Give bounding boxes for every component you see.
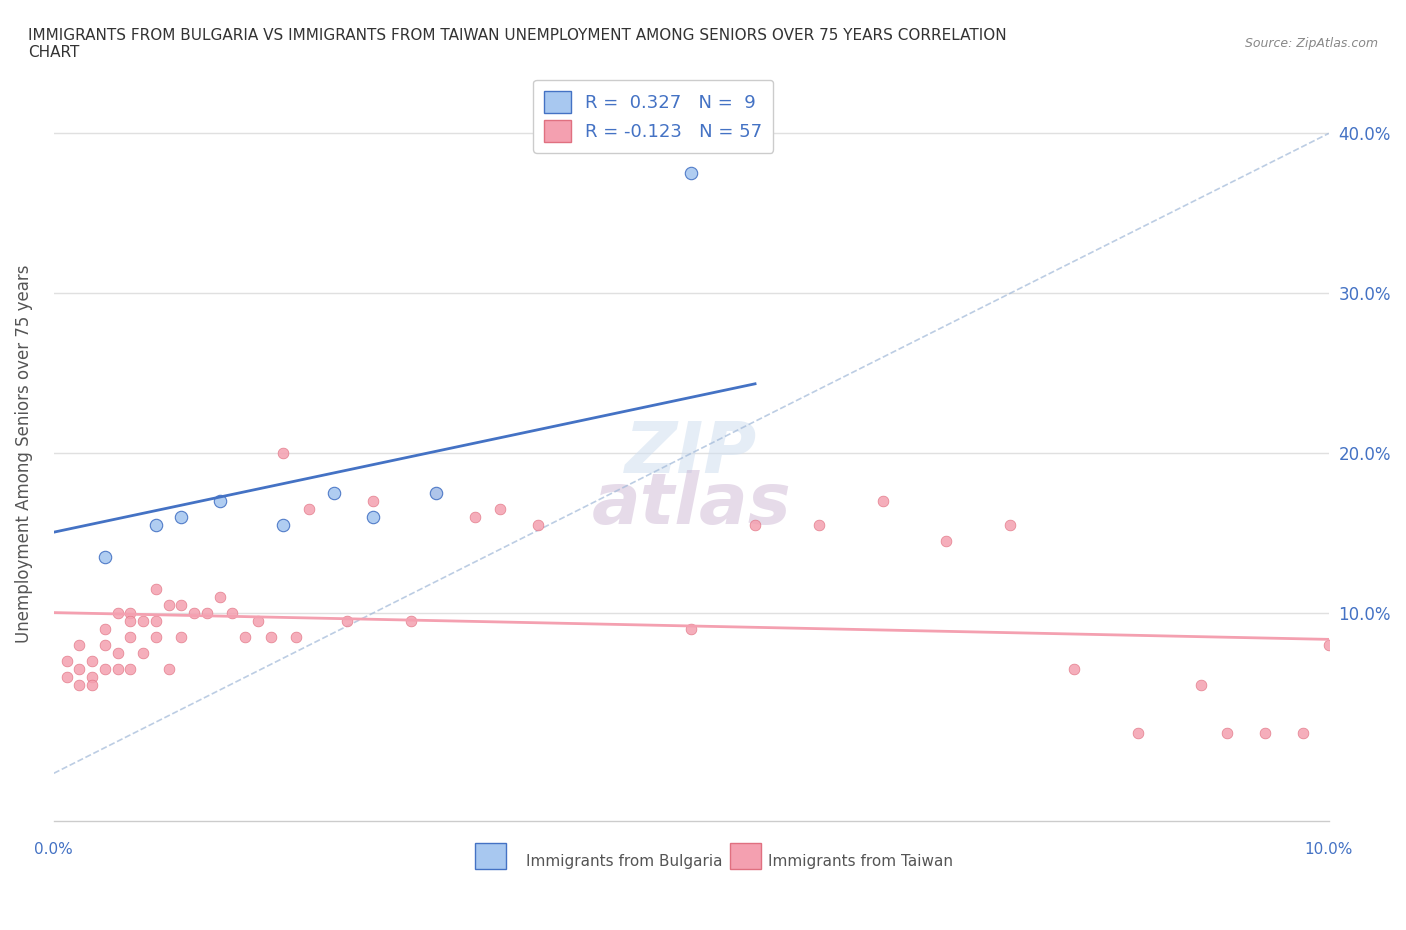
- Point: [336, 614, 359, 629]
- Point: [208, 494, 231, 509]
- Point: [170, 598, 193, 613]
- Point: [80, 678, 103, 693]
- Point: [273, 445, 295, 460]
- FancyBboxPatch shape: [475, 844, 506, 870]
- Point: [145, 614, 167, 629]
- Point: [1317, 638, 1340, 653]
- Point: [132, 614, 155, 629]
- Point: [157, 598, 180, 613]
- Point: [120, 614, 142, 629]
- Point: [183, 605, 205, 620]
- Point: [80, 670, 103, 684]
- Point: [170, 630, 193, 644]
- Point: [1292, 725, 1315, 740]
- Point: [221, 605, 243, 620]
- Point: [681, 166, 703, 180]
- Point: [80, 654, 103, 669]
- Point: [361, 510, 384, 525]
- Text: Source: ZipAtlas.com: Source: ZipAtlas.com: [1244, 37, 1378, 50]
- Point: [259, 630, 281, 644]
- Point: [170, 510, 193, 525]
- Point: [67, 662, 90, 677]
- Point: [744, 518, 766, 533]
- Text: 0.0%: 0.0%: [35, 843, 73, 857]
- Point: [807, 518, 830, 533]
- Text: 10.0%: 10.0%: [1305, 843, 1353, 857]
- Point: [55, 670, 77, 684]
- Point: [399, 614, 422, 629]
- Point: [94, 638, 117, 653]
- Y-axis label: Unemployment Among Seniors over 75 years: Unemployment Among Seniors over 75 years: [15, 264, 32, 643]
- Point: [1254, 725, 1277, 740]
- Point: [323, 485, 346, 500]
- Point: [67, 638, 90, 653]
- Point: [120, 662, 142, 677]
- FancyBboxPatch shape: [730, 844, 762, 870]
- Point: [145, 582, 167, 597]
- Point: [107, 662, 129, 677]
- Point: [872, 494, 894, 509]
- Legend: R =  0.327   N =  9, R = -0.123   N = 57: R = 0.327 N = 9, R = -0.123 N = 57: [533, 80, 773, 153]
- Point: [285, 630, 308, 644]
- Point: [107, 645, 129, 660]
- Text: ZIP: ZIP: [626, 418, 758, 488]
- Point: [935, 534, 957, 549]
- Text: IMMIGRANTS FROM BULGARIA VS IMMIGRANTS FROM TAIWAN UNEMPLOYMENT AMONG SENIORS OV: IMMIGRANTS FROM BULGARIA VS IMMIGRANTS F…: [28, 28, 1007, 60]
- Point: [94, 622, 117, 637]
- Point: [1063, 662, 1085, 677]
- Point: [120, 630, 142, 644]
- Point: [157, 662, 180, 677]
- Point: [425, 485, 447, 500]
- Point: [273, 518, 295, 533]
- Point: [145, 630, 167, 644]
- Point: [681, 622, 703, 637]
- Point: [246, 614, 269, 629]
- Point: [233, 630, 256, 644]
- Point: [1126, 725, 1149, 740]
- Point: [1216, 725, 1239, 740]
- Point: [489, 502, 512, 517]
- Point: [107, 605, 129, 620]
- Point: [132, 645, 155, 660]
- Point: [464, 510, 486, 525]
- Point: [55, 654, 77, 669]
- Point: [120, 605, 142, 620]
- Point: [361, 494, 384, 509]
- Point: [195, 605, 218, 620]
- Point: [998, 518, 1021, 533]
- Point: [94, 550, 117, 565]
- Point: [1189, 678, 1212, 693]
- Point: [145, 518, 167, 533]
- Point: [94, 662, 117, 677]
- Text: Immigrants from Taiwan: Immigrants from Taiwan: [768, 855, 953, 870]
- Point: [527, 518, 550, 533]
- Point: [298, 502, 321, 517]
- Point: [67, 678, 90, 693]
- Point: [425, 485, 447, 500]
- Point: [208, 590, 231, 604]
- Text: Immigrants from Bulgaria: Immigrants from Bulgaria: [526, 855, 723, 870]
- Text: atlas: atlas: [592, 471, 792, 539]
